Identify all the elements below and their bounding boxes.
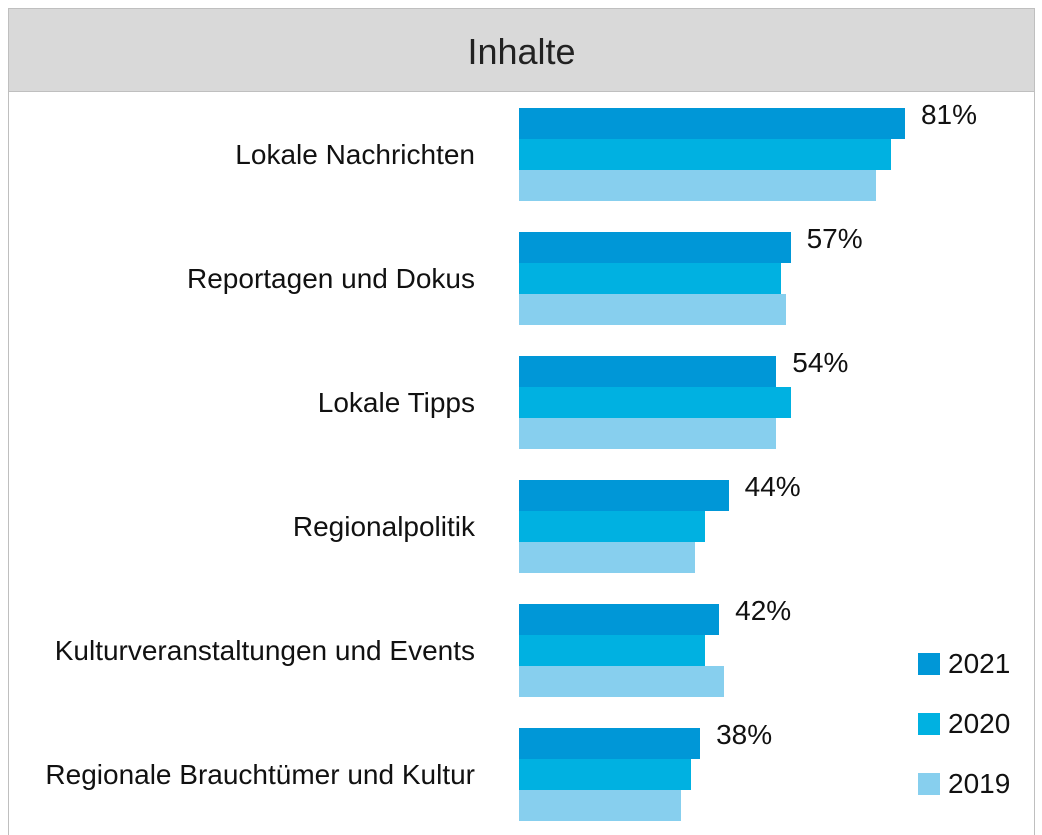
bar: [519, 387, 791, 418]
bar: [519, 511, 705, 542]
category-label: Regionalpolitik: [20, 507, 475, 547]
bar: [519, 263, 782, 294]
category-label: Kulturveranstaltungen und Events: [20, 631, 475, 671]
bar: [519, 480, 729, 511]
value-label: 44%: [744, 471, 801, 502]
value-label: 38%: [716, 719, 773, 750]
category-text: Kulturveranstaltungen und Events: [54, 635, 475, 666]
category-text: Lokale Tipps: [317, 387, 475, 418]
bar: [519, 542, 696, 573]
bar: [519, 139, 891, 170]
bar: [519, 294, 786, 325]
bar: [519, 418, 777, 449]
bar: [519, 790, 681, 821]
legend-label: 2020: [948, 708, 1011, 739]
bar: [519, 232, 791, 263]
bar: [519, 108, 905, 139]
bar: [519, 759, 691, 790]
header: Inhalte: [8, 8, 1035, 92]
bar: [519, 666, 724, 697]
value-label: 81%: [920, 99, 977, 130]
category-label: Reportagen und Dokus: [20, 259, 475, 299]
bar: [519, 170, 877, 201]
category-text: Lokale Nachrichten: [235, 139, 475, 170]
bar: [519, 604, 720, 635]
value-label: 54%: [792, 347, 849, 378]
chart-title: Inhalte: [467, 31, 576, 72]
value-label: 42%: [735, 595, 792, 626]
legend-swatch: [918, 653, 940, 675]
category-label: Regionale Brauchtümer und Kultur: [20, 755, 475, 795]
plot-panel: [8, 91, 1035, 835]
bar: [519, 356, 777, 387]
legend-label: 2021: [948, 648, 1011, 679]
category-label: Lokale Nachrichten: [20, 135, 475, 175]
category-label: Lokale Tipps: [20, 383, 475, 423]
bar: [519, 728, 701, 759]
category-text: Regionale Brauchtümer und Kultur: [45, 759, 475, 790]
legend-label: 2019: [948, 768, 1011, 799]
value-label: 57%: [806, 223, 863, 254]
category-text: Regionalpolitik: [292, 511, 475, 542]
legend-swatch: [918, 773, 940, 795]
bar: [519, 635, 705, 666]
legend-swatch: [918, 713, 940, 735]
category-text: Reportagen und Dokus: [187, 263, 475, 294]
